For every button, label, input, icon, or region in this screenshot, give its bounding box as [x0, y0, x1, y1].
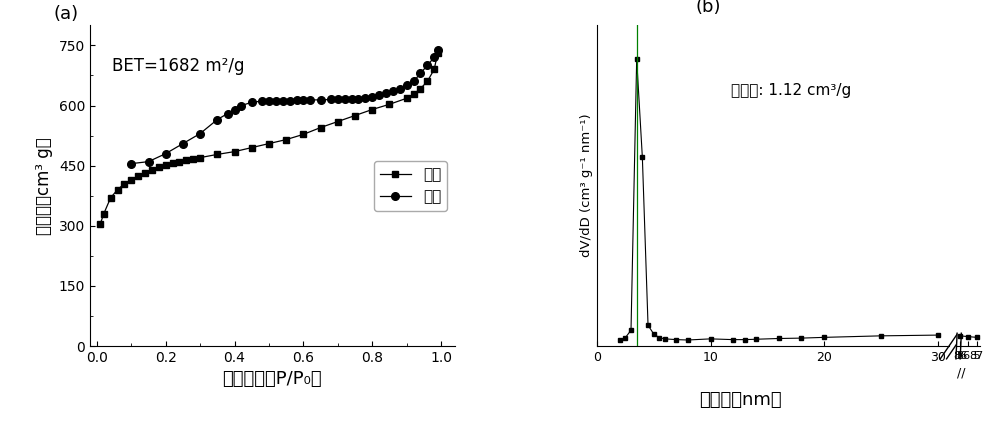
吸附 — [229, 149, 241, 154]
Legend: 吸附, 解吸: 吸附, 解吸 — [374, 161, 447, 211]
吸附 — [118, 181, 130, 186]
吸附 — [280, 137, 292, 142]
解吸 — [291, 98, 303, 103]
吸附 — [383, 102, 395, 107]
吸附 — [105, 195, 117, 200]
吸附 — [211, 152, 223, 157]
吸附 — [180, 158, 192, 163]
解吸 — [394, 86, 406, 91]
解吸 — [380, 91, 392, 96]
解吸 — [359, 96, 371, 101]
解吸 — [366, 95, 378, 100]
Text: //: // — [957, 367, 966, 380]
解吸 — [284, 98, 296, 103]
解吸 — [428, 55, 440, 60]
吸附 — [297, 132, 309, 137]
解吸 — [194, 131, 206, 136]
吸附 — [132, 173, 144, 178]
解吸 — [387, 89, 399, 94]
吸附 — [408, 92, 420, 97]
解吸 — [256, 99, 268, 104]
吸附 — [146, 167, 158, 172]
解吸 — [297, 98, 309, 103]
解吸 — [373, 93, 385, 98]
解吸 — [211, 117, 223, 122]
吸附 — [401, 96, 413, 101]
Text: (b): (b) — [696, 0, 721, 16]
解吸 — [235, 103, 247, 108]
解吸 — [277, 98, 289, 103]
吸附 — [349, 113, 361, 118]
吸附 — [187, 156, 199, 161]
解吸 — [414, 71, 426, 76]
解吸 — [352, 96, 364, 101]
解吸 — [222, 111, 234, 116]
吸附 — [194, 155, 206, 160]
解吸 — [246, 100, 258, 105]
吸附 — [428, 67, 440, 72]
解吸 — [177, 141, 189, 146]
Text: (a): (a) — [54, 5, 79, 23]
吸附 — [432, 51, 444, 56]
解吸 — [432, 48, 444, 53]
解吸 — [339, 97, 351, 102]
X-axis label: 相对压力（P/P₀）: 相对压力（P/P₀） — [223, 371, 322, 389]
吸附 — [167, 161, 179, 166]
解吸 — [125, 161, 137, 166]
吸附 — [125, 177, 137, 182]
吸附 — [160, 162, 172, 168]
Text: 孔尺寸（nm）: 孔尺寸（nm） — [699, 391, 781, 409]
Y-axis label: dV/dD (cm³ g⁻¹ nm⁻¹): dV/dD (cm³ g⁻¹ nm⁻¹) — [580, 114, 593, 257]
解吸 — [325, 97, 337, 102]
Y-axis label: 吸附量（cm³ g）: 吸附量（cm³ g） — [35, 137, 53, 235]
吸附 — [112, 187, 124, 192]
吸附 — [94, 221, 106, 226]
解吸 — [263, 99, 275, 104]
Text: 孔体积: 1.12 cm³/g: 孔体积: 1.12 cm³/g — [731, 83, 851, 98]
解吸 — [408, 79, 420, 84]
解吸 — [315, 97, 327, 103]
解吸 — [401, 83, 413, 88]
解吸 — [270, 98, 282, 103]
Line: 解吸: 解吸 — [127, 46, 441, 168]
解吸 — [421, 63, 433, 68]
吸附 — [246, 145, 258, 150]
吸附 — [263, 141, 275, 146]
解吸 — [143, 159, 155, 164]
吸附 — [98, 211, 110, 216]
吸附 — [414, 86, 426, 91]
解吸 — [346, 97, 358, 102]
Text: BET=1682 m²/g: BET=1682 m²/g — [112, 57, 244, 76]
吸附 — [153, 164, 165, 169]
吸附 — [173, 159, 185, 164]
解吸 — [332, 97, 344, 102]
解吸 — [229, 107, 241, 112]
吸附 — [332, 119, 344, 124]
吸附 — [421, 79, 433, 84]
吸附 — [315, 125, 327, 130]
吸附 — [366, 107, 378, 112]
Line: 吸附: 吸附 — [97, 50, 441, 227]
解吸 — [304, 97, 316, 103]
吸附 — [139, 170, 151, 176]
解吸 — [160, 151, 172, 156]
